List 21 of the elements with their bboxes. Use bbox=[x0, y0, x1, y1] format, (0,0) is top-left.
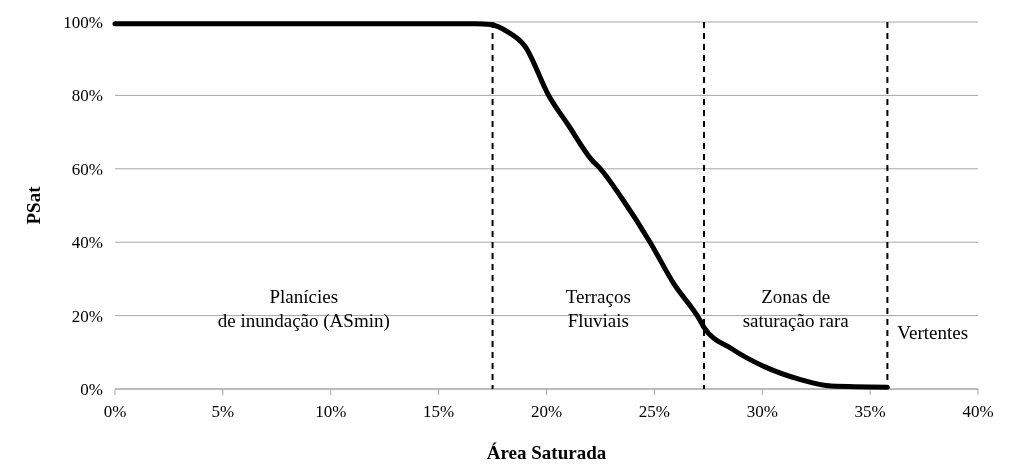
x-tick-label: 40% bbox=[962, 402, 994, 421]
x-tick-label: 25% bbox=[638, 402, 670, 421]
y-tick-label: 80% bbox=[71, 86, 103, 106]
y-tick-label: 60% bbox=[71, 159, 103, 179]
x-tick-label: 30% bbox=[746, 402, 778, 421]
annotation: Vertentes bbox=[897, 322, 969, 343]
annotation: Zonas de saturação rara bbox=[742, 286, 850, 331]
y-tick-label: 100% bbox=[63, 13, 103, 32]
x-tick-label: 20% bbox=[530, 402, 563, 421]
y-tick-label: 40% bbox=[71, 233, 103, 253]
x-tick-label: 5% bbox=[211, 402, 235, 421]
x-tick-label: 35% bbox=[854, 402, 886, 421]
x-axis-title: Área Saturada bbox=[486, 442, 607, 463]
annotation: Terraços Fluviais bbox=[565, 286, 631, 331]
y-axis-title: PSat bbox=[23, 185, 44, 225]
y-tick-label: 20% bbox=[71, 306, 103, 326]
annotation: Planícies de inundação (ASmin) bbox=[217, 286, 390, 332]
x-tick-label: 10% bbox=[315, 402, 347, 421]
y-tick-label: 0% bbox=[80, 380, 103, 399]
x-tick-label: 0% bbox=[103, 402, 127, 421]
x-tick-label: 15% bbox=[423, 402, 455, 421]
